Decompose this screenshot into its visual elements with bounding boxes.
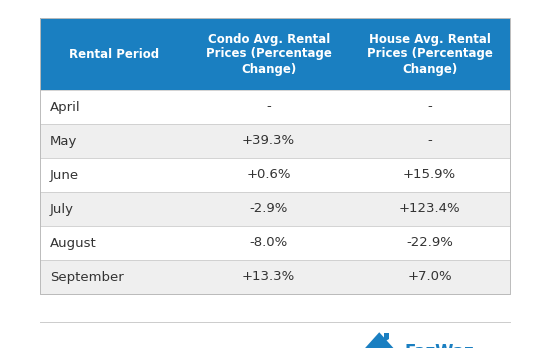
Text: May: May bbox=[50, 134, 78, 148]
Text: Condo Avg. Rental
Prices (Percentage
Change): Condo Avg. Rental Prices (Percentage Cha… bbox=[206, 32, 332, 76]
Text: +0.6%: +0.6% bbox=[246, 168, 291, 182]
Text: -2.9%: -2.9% bbox=[250, 203, 288, 215]
Text: FazWaz: FazWaz bbox=[404, 343, 474, 348]
Text: +7.0%: +7.0% bbox=[408, 270, 452, 284]
Text: August: August bbox=[50, 237, 97, 250]
Text: House Avg. Rental
Prices (Percentage
Change): House Avg. Rental Prices (Percentage Cha… bbox=[367, 32, 493, 76]
Text: April: April bbox=[50, 101, 81, 113]
Text: June: June bbox=[50, 168, 79, 182]
Polygon shape bbox=[362, 332, 397, 348]
Text: September: September bbox=[50, 270, 124, 284]
Text: -8.0%: -8.0% bbox=[250, 237, 288, 250]
Polygon shape bbox=[384, 333, 389, 342]
Text: -22.9%: -22.9% bbox=[406, 237, 453, 250]
Text: +13.3%: +13.3% bbox=[242, 270, 295, 284]
Text: Rental Period: Rental Period bbox=[69, 47, 159, 61]
Text: +15.9%: +15.9% bbox=[403, 168, 456, 182]
Text: +123.4%: +123.4% bbox=[399, 203, 460, 215]
Text: -: - bbox=[266, 101, 271, 113]
Text: -: - bbox=[427, 101, 432, 113]
Text: +39.3%: +39.3% bbox=[242, 134, 295, 148]
Text: July: July bbox=[50, 203, 74, 215]
Text: -: - bbox=[427, 134, 432, 148]
